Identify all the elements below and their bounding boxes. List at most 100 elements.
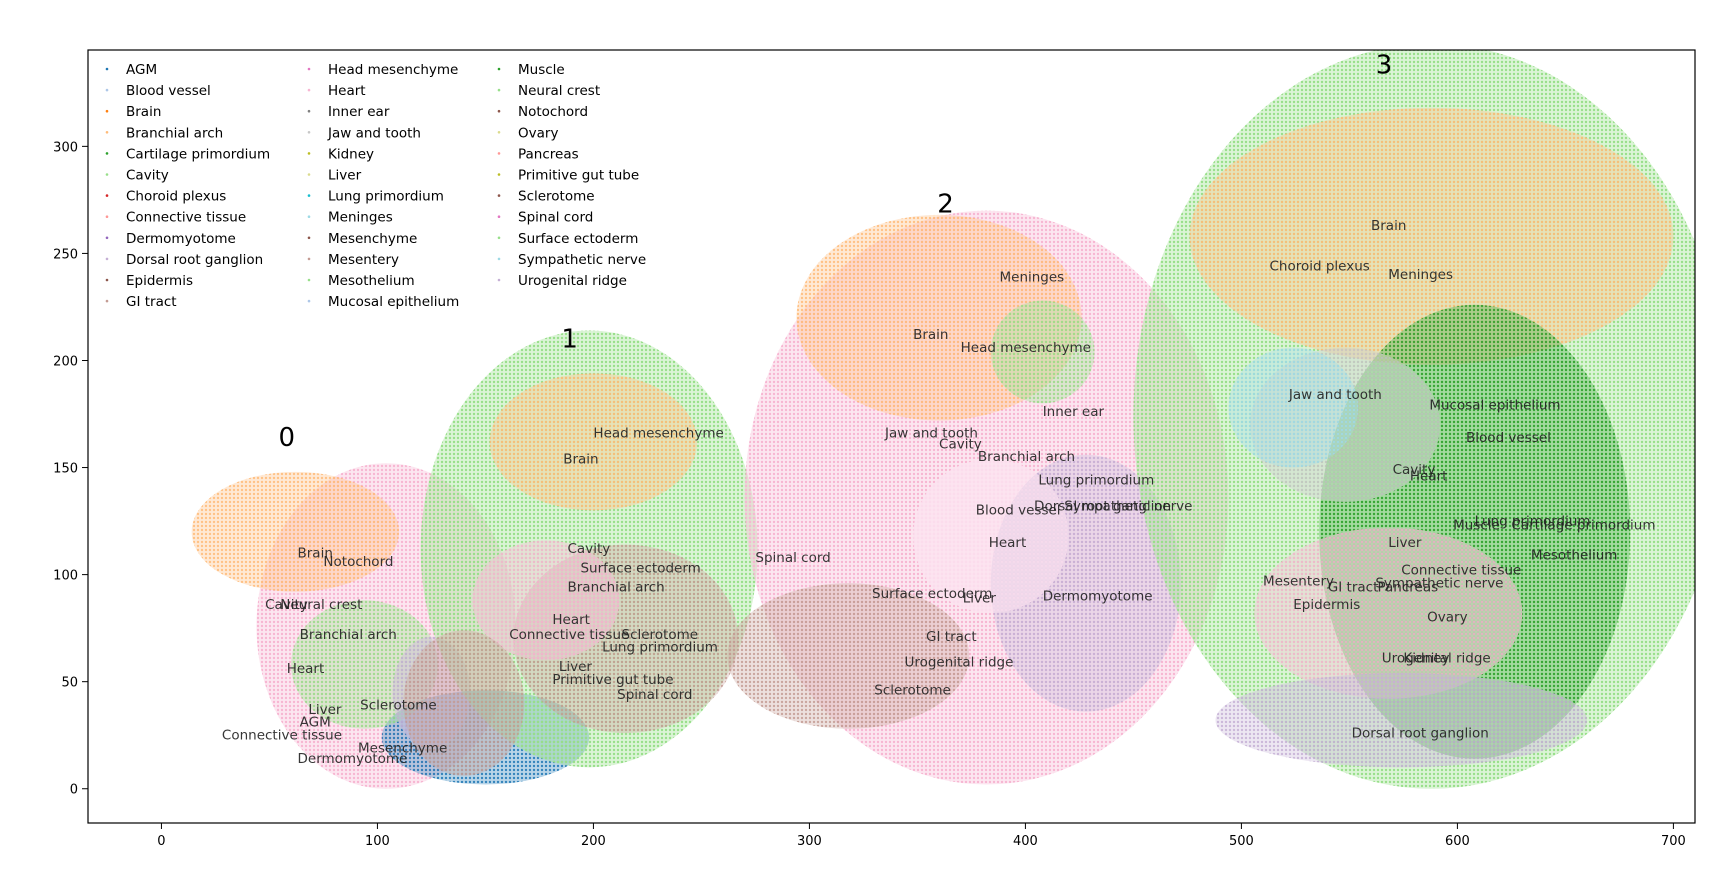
section-2-region-2 (727, 583, 970, 729)
section-1-region-0 (489, 373, 698, 511)
legend-marker (105, 299, 109, 303)
region-annotation: Mesothelium (1531, 548, 1618, 564)
region-annotation: Cavity (939, 436, 982, 452)
tissue-sections (191, 50, 1695, 789)
legend-marker (307, 67, 311, 71)
legend-label: Choroid plexus (126, 189, 226, 205)
legend-label: Pancreas (518, 146, 579, 162)
region-annotation: Dorsal root ganglion (1034, 498, 1171, 514)
region-annotation: Brain (1371, 218, 1406, 234)
region-annotation: Heart (989, 535, 1027, 551)
legend-entry: Sclerotome (497, 189, 595, 205)
legend-marker (307, 278, 311, 282)
section-label: 3 (1376, 51, 1393, 81)
section-label: 0 (278, 423, 295, 453)
y-tick-label: 250 (53, 247, 78, 262)
y-tick-label: 150 (53, 462, 78, 477)
region-annotation: Blood vessel (1466, 430, 1551, 446)
legend-label: Dorsal root ganglion (126, 252, 263, 268)
legend-marker (497, 152, 501, 155)
region-annotation: Head mesenchyme (961, 340, 1091, 356)
region-annotation: Primitive gut tube (552, 672, 673, 688)
region-annotation: Liver (559, 659, 593, 675)
legend-entry: Neural crest (497, 83, 600, 99)
section-3-region-5 (1228, 347, 1359, 468)
region-annotation: Urogenital ridge (904, 655, 1013, 671)
region-annotation: Lung primordium (602, 640, 718, 656)
x-tick-label: 500 (1229, 834, 1254, 849)
legend-entry: Mesentery (307, 252, 399, 268)
legend-marker (105, 88, 109, 92)
legend-marker (497, 67, 501, 71)
section-2 (727, 210, 1229, 785)
section-2-region-4 (990, 300, 1095, 404)
legend-label: Liver (328, 168, 362, 184)
region-annotation: Connective tissue (1401, 563, 1521, 579)
section-2-region-3 (913, 458, 1069, 614)
region-annotation: Liver (963, 590, 997, 606)
legend-label: Mesentery (328, 252, 399, 268)
legend-marker (105, 109, 109, 113)
region-annotation: Neural crest (280, 597, 362, 613)
legend-label: Kidney (328, 146, 374, 162)
legend-entry: Epidermis (105, 273, 193, 289)
legend-marker (307, 109, 311, 113)
region-annotation: Brain (913, 327, 948, 343)
region-annotation: Mesenchyme (358, 740, 447, 756)
x-tick-label: 400 (1013, 834, 1038, 849)
legend-marker (307, 257, 311, 261)
region-annotation: Brain (563, 451, 598, 467)
legend-marker (497, 88, 501, 92)
region-annotation: Surface ectoderm (580, 560, 700, 576)
legend-label: Heart (328, 83, 366, 99)
section-labels: 0 1 2 3 (278, 51, 1392, 454)
legend-entry: Brain (105, 104, 161, 120)
region-annotation: Cavity (1393, 462, 1436, 478)
region-annotation: Sympathetic nerve (1064, 498, 1192, 514)
legend-entry: Branchial arch (105, 125, 223, 141)
region-annotation: Ovary (1427, 610, 1467, 626)
legend-entry: Dermomyotome (105, 231, 236, 247)
section-3-region-3 (1254, 527, 1523, 699)
legend-entry: Ovary (497, 125, 558, 141)
y-tick-label: 50 (61, 676, 78, 691)
legend-label: Brain (126, 104, 161, 120)
region-annotation: Brain (298, 545, 333, 561)
section-3-region-4 (1215, 673, 1588, 768)
region-annotation: Mesentery (1263, 573, 1334, 589)
region-annotation: Jaw and tooth (1288, 387, 1382, 403)
legend-label: Branchial arch (126, 125, 223, 141)
legend-entry: Surface ectoderm (497, 231, 638, 247)
legend-marker (307, 236, 311, 240)
y-tick-label: 100 (53, 569, 78, 584)
x-tick-label: 100 (365, 834, 390, 849)
legend-entry: Head mesenchyme (307, 62, 458, 78)
region-annotation: Muscle (1453, 518, 1500, 534)
legend-label: Surface ectoderm (518, 231, 638, 247)
legend-entry: Mucosal epithelium (307, 294, 459, 310)
y-tick-label: 0 (70, 783, 78, 798)
legend-marker (497, 131, 501, 134)
legend-label: Muscle (518, 62, 565, 78)
legend-label: Primitive gut tube (518, 168, 639, 184)
legend-entry: Heart (307, 83, 366, 99)
x-tick-label: 700 (1661, 834, 1686, 849)
section-label: 1 (561, 325, 578, 355)
region-annotation: Blood vessel (976, 503, 1061, 519)
x-axis: 0 100 200 300 400 500 600 700 (157, 823, 1686, 849)
legend-label: Inner ear (328, 104, 390, 120)
legend-label: Mesothelium (328, 273, 415, 289)
legend-entry: Dorsal root ganglion (105, 252, 263, 268)
legend-entry: Jaw and tooth (307, 125, 421, 141)
region-annotation: Cartilage primordium (1511, 518, 1655, 534)
section-3-region-0 (1189, 107, 1674, 365)
section-3 (1133, 50, 1695, 789)
legend-entry: Kidney (307, 146, 374, 162)
region-annotation: Heart (287, 661, 325, 677)
legend-label: Sclerotome (518, 189, 595, 205)
legend: AGM Blood vessel Brain Branchial arch Cartil… (105, 62, 646, 310)
region-annotation: Mucosal epithelium (1429, 398, 1560, 414)
y-axis: 0 50 100 150 200 250 300 (53, 140, 88, 798)
legend-marker (307, 173, 311, 176)
legend-entry: GI tract (105, 294, 177, 310)
